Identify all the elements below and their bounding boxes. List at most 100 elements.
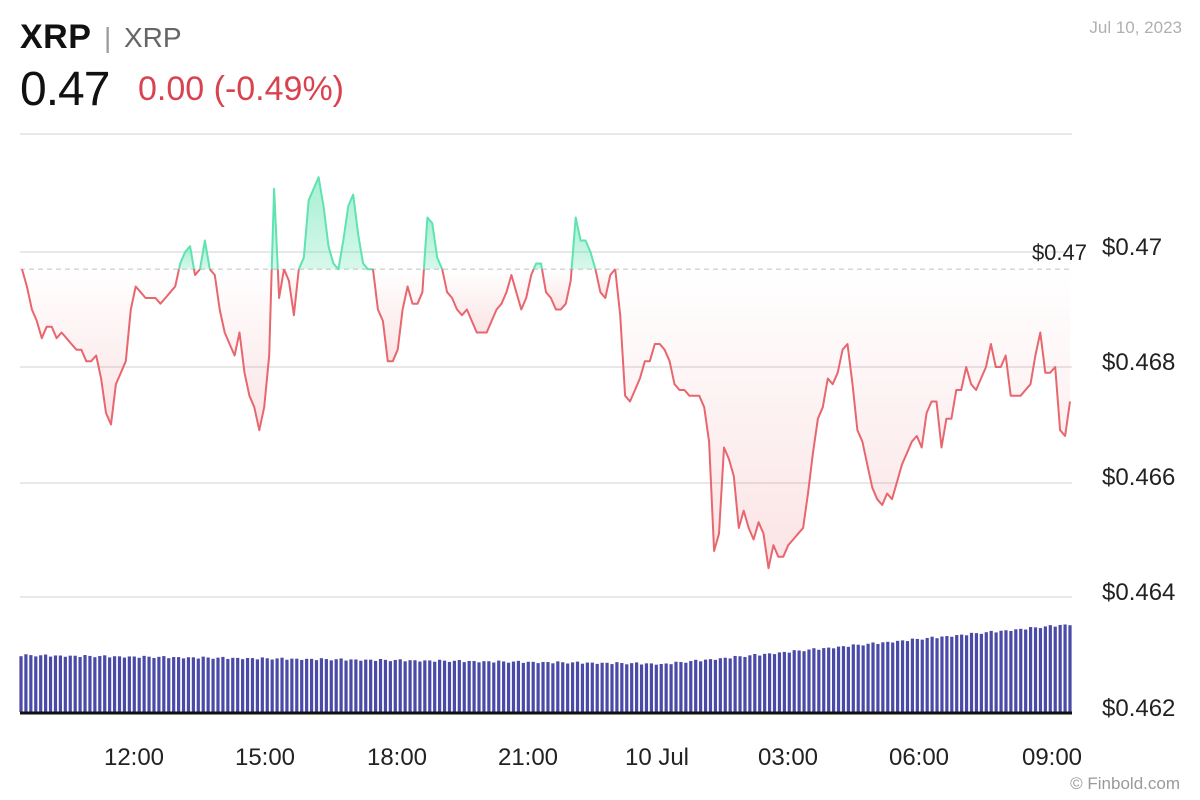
volume-bar bbox=[137, 657, 141, 712]
volume-bar bbox=[984, 632, 988, 712]
chart-date: Jul 10, 2023 bbox=[1089, 18, 1182, 37]
volume-bar bbox=[152, 657, 156, 712]
volume-bar bbox=[846, 646, 850, 712]
volume-bar bbox=[265, 658, 269, 712]
volume-bar bbox=[98, 656, 102, 712]
volume-bar bbox=[201, 656, 205, 712]
volume-bar bbox=[708, 659, 713, 712]
volume-bar bbox=[546, 662, 550, 712]
volume-bar bbox=[418, 661, 422, 712]
volume-bar bbox=[250, 658, 255, 712]
volume-bar bbox=[955, 635, 959, 712]
volume-bar bbox=[511, 661, 516, 712]
volume-bar bbox=[639, 664, 644, 712]
volume-bar bbox=[344, 660, 348, 712]
volume-bar bbox=[1033, 627, 1038, 712]
volume-bar bbox=[703, 659, 708, 712]
price-line-down bbox=[372, 269, 425, 363]
volume-bar bbox=[615, 662, 619, 712]
price-line-down bbox=[441, 268, 535, 334]
volume-bar bbox=[127, 656, 131, 712]
volume-bar bbox=[442, 660, 447, 712]
asset-symbol: XRP bbox=[20, 18, 92, 56]
line-layer bbox=[21, 176, 1071, 570]
volume-bar bbox=[309, 658, 314, 712]
volume-bar bbox=[211, 658, 215, 712]
volume-bar bbox=[871, 642, 875, 712]
volume-bar bbox=[738, 656, 742, 712]
volume-bar bbox=[659, 663, 663, 712]
volume-bar bbox=[339, 658, 343, 712]
volume-bar bbox=[260, 657, 264, 712]
volume-bar bbox=[162, 656, 166, 712]
volume-bar bbox=[226, 658, 230, 712]
volume-bar bbox=[536, 663, 540, 712]
volume-bar bbox=[482, 661, 486, 712]
volume-bar bbox=[994, 632, 998, 712]
volume-bar bbox=[812, 648, 816, 712]
volume-bar bbox=[836, 646, 841, 712]
volume-bar bbox=[492, 662, 496, 712]
volume-bar bbox=[625, 664, 629, 712]
price-line-up bbox=[297, 176, 373, 271]
volume-bar bbox=[866, 643, 870, 712]
volume-bar bbox=[329, 660, 333, 712]
volume-bar bbox=[694, 659, 698, 712]
volume-bar bbox=[176, 657, 181, 712]
price-line-up bbox=[199, 239, 211, 270]
volume-bar bbox=[403, 661, 407, 712]
volume-bar bbox=[467, 660, 471, 712]
volume-bar bbox=[241, 659, 245, 712]
volume-bar bbox=[1029, 627, 1033, 712]
y-tick-label: $0.468 bbox=[1102, 349, 1175, 376]
volume-bar bbox=[373, 660, 378, 712]
volume-bar bbox=[531, 661, 535, 712]
volume-bar bbox=[807, 649, 811, 712]
price-line-down bbox=[21, 268, 180, 426]
volume-bar bbox=[24, 654, 28, 712]
volume-bar bbox=[797, 650, 801, 712]
volume-bar bbox=[58, 655, 62, 712]
volume-bar bbox=[477, 662, 481, 712]
x-tick-label: 15:00 bbox=[235, 744, 295, 771]
volume-bar bbox=[817, 649, 821, 712]
volume-bar bbox=[556, 661, 560, 712]
volume-bar bbox=[236, 657, 240, 712]
volume-bar bbox=[1058, 624, 1062, 712]
volume-bar bbox=[142, 655, 146, 712]
price-line-down bbox=[276, 269, 285, 299]
volume-bar bbox=[398, 659, 402, 712]
volume-bar bbox=[88, 655, 92, 712]
volume-bar bbox=[349, 659, 353, 712]
volume-bar bbox=[300, 659, 304, 712]
volume-bar bbox=[979, 633, 983, 712]
volume-bar bbox=[1063, 624, 1067, 712]
reference-label: $0.47 bbox=[1032, 240, 1087, 265]
volume-bar bbox=[635, 662, 639, 712]
area-above-reference bbox=[423, 217, 443, 270]
volume-bar bbox=[359, 660, 363, 712]
volume-bar bbox=[280, 657, 284, 712]
volume-bar bbox=[758, 655, 762, 712]
price-line-down bbox=[283, 268, 300, 317]
y-tick-label: $0.466 bbox=[1102, 464, 1175, 491]
volume-bar bbox=[1004, 630, 1008, 712]
y-tick-label: $0.47 bbox=[1102, 234, 1162, 261]
volume-bar bbox=[575, 661, 580, 712]
volume-bar bbox=[383, 659, 388, 712]
volume-bar bbox=[580, 663, 585, 712]
volume-bar bbox=[221, 656, 225, 712]
volume-bar bbox=[255, 659, 259, 712]
volume-bar bbox=[506, 662, 511, 712]
volume-bar bbox=[319, 658, 324, 712]
area-above-reference bbox=[298, 177, 373, 270]
x-tick-label: 06:00 bbox=[889, 744, 949, 771]
volume-bar bbox=[989, 630, 993, 712]
volume-bar bbox=[388, 661, 392, 712]
volume-bar bbox=[960, 634, 964, 712]
volume-bar bbox=[68, 655, 72, 712]
volume-bar bbox=[245, 658, 250, 712]
area-below-reference bbox=[442, 269, 534, 333]
volume-bar bbox=[438, 659, 442, 712]
